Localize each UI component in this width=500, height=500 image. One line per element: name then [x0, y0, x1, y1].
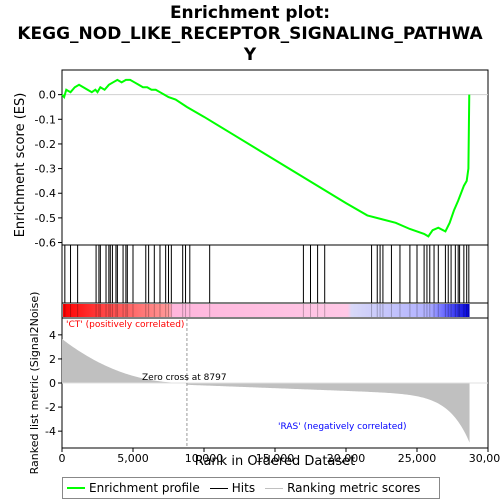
metric-axis-label: Ranked list metric (Signal2Noise) [28, 292, 41, 475]
hit-lines [64, 245, 470, 317]
es-tick-label-2: -0.2 [35, 138, 56, 151]
x-tick-label-1: 5,000 [117, 452, 149, 465]
chart-title-line2: KEGG_NOD_LIKE_RECEPTOR_SIGNALING_PATHWA [17, 24, 483, 44]
metric-tick-label-0: 4 [49, 329, 56, 342]
es-tick-label-3: -0.3 [35, 163, 56, 176]
chart-title-line3: Y [243, 45, 257, 65]
positive-correlation-label: 'CT' (positively correlated) [66, 320, 184, 330]
es-panel [61, 69, 489, 246]
zero-cross-label: Zero cross at 8797 [142, 373, 227, 383]
legend-ranking-metric: Ranking metric scores [265, 481, 420, 495]
enrichment-profile [61, 78, 471, 238]
legend-enrichment-label: Enrichment profile [89, 481, 200, 495]
legend-gray-line-icon [265, 487, 284, 489]
x-axis-label: Rank in Ordered Dataset [195, 454, 356, 469]
metric-tick-label-3: -2 [45, 401, 56, 414]
ranking-metric-area [62, 318, 488, 448]
es-tick-label-5: -0.5 [35, 212, 56, 225]
x-tick-label-0: 0 [59, 452, 66, 465]
es-tick-label-1: -0.1 [35, 113, 56, 126]
legend-hits-label: Hits [231, 481, 256, 495]
enrichment-profile-line [61, 78, 471, 238]
x-tick-label-6: 30,000 [469, 452, 500, 465]
axes-ticks: 0 5,000 10,000 15,000 20,000 25,000 30,000 0.0 -… [35, 89, 500, 465]
legend-ranking-label: Ranking metric scores [287, 481, 421, 495]
es-tick-label-6: -0.6 [35, 237, 56, 250]
metric-tick-label-2: 0 [49, 377, 56, 390]
legend: Enrichment profile Hits Ranking metric s… [62, 477, 440, 499]
legend-hits: Hits [209, 481, 256, 495]
legend-black-line-icon [209, 487, 228, 489]
x-tick-label-3: 15,000 [256, 452, 295, 465]
rank-colorbar [63, 304, 470, 317]
chart-title-line1: Enrichment plot: [169, 3, 331, 23]
es-tick-label-4: -0.4 [35, 187, 56, 200]
rank-colorbar-fill [63, 304, 470, 317]
legend-enrichment-profile: Enrichment profile [67, 481, 200, 495]
negative-correlation-label: 'RAS' (negatively correlated) [278, 422, 406, 432]
metric-tick-label-1: 2 [49, 353, 56, 366]
x-tick-label-2: 10,000 [185, 452, 224, 465]
x-tick-label-4: 20,000 [327, 452, 366, 465]
metric-tick-label-4: -4 [45, 425, 56, 438]
es-tick-label-0: 0.0 [39, 89, 57, 102]
legend-green-line-icon [67, 487, 85, 489]
x-tick-label-5: 25,000 [398, 452, 437, 465]
es-axis-label: Enrichment score (ES) [13, 93, 28, 238]
metric-area [62, 338, 470, 443]
